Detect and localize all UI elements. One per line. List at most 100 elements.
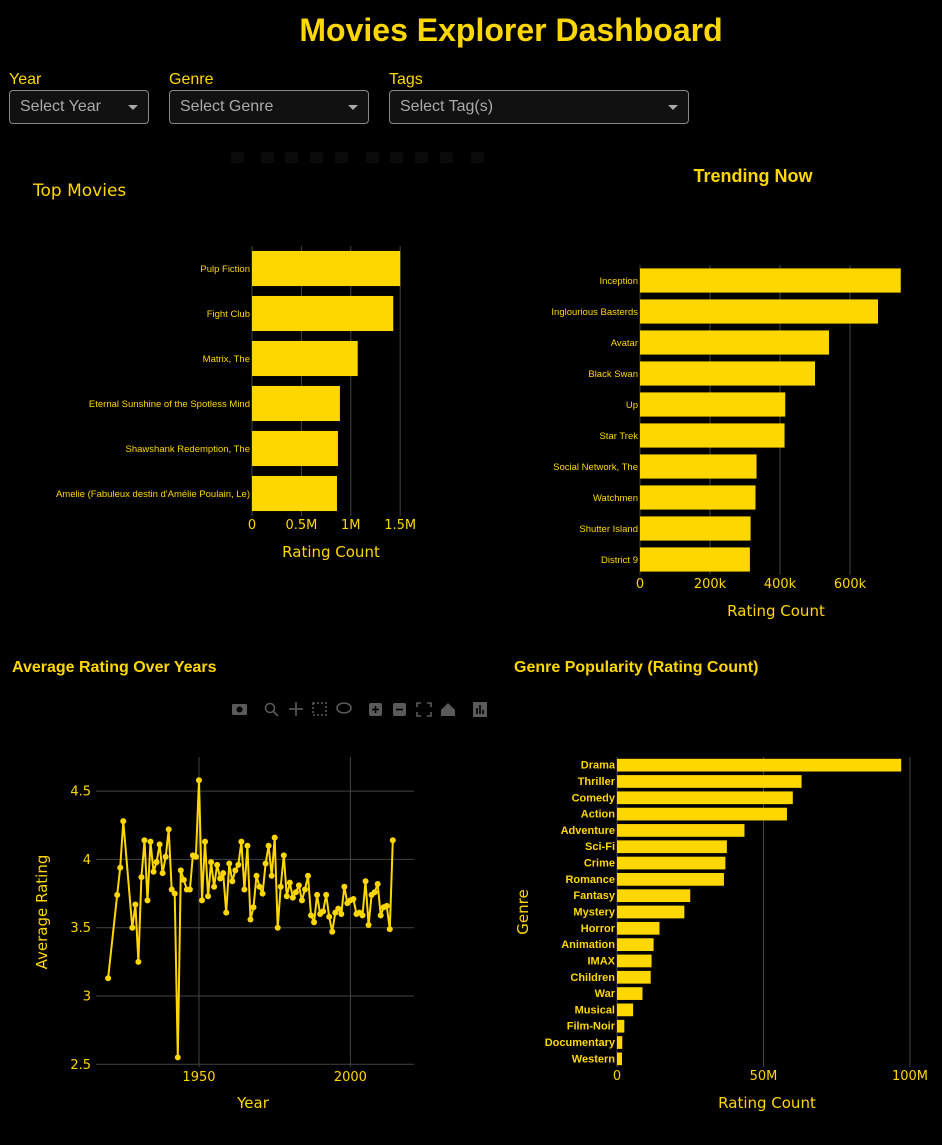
data-point [283,893,290,900]
category-label: Up [626,400,638,411]
data-point [338,911,345,918]
pan-icon[interactable] [289,702,303,716]
zoom-in-icon[interactable] [369,703,382,716]
bar [617,873,724,886]
data-point [247,916,254,923]
data-point [259,890,266,897]
bar [617,1019,625,1033]
zoom-icon[interactable] [261,152,274,163]
top-movies-title: Top Movies [32,181,126,201]
top-movies-grid [251,246,401,516]
pan-icon[interactable] [285,152,298,163]
data-point [244,842,251,849]
x-tick-label: 0 [248,518,256,533]
data-point [202,838,209,845]
category-label: Inception [599,276,638,287]
genre-dropdown[interactable]: Select Genre [169,90,369,124]
category-label: Shutter Island [579,524,638,535]
camera-icon[interactable] [231,152,244,163]
zoom-out-icon[interactable] [393,703,406,716]
trending-now-xlabel: Rating Count [727,602,825,620]
data-point [180,876,187,883]
category-label: Star Trek [599,431,638,442]
trending-now-bars [640,268,901,572]
data-point [177,867,184,874]
bar [640,485,756,510]
category-label: Pulp Fiction [200,264,250,275]
bar [617,970,651,984]
data-point [174,1054,181,1061]
category-label: Western [572,1053,615,1065]
data-point [214,861,221,868]
data-point [289,894,296,901]
bar [617,758,902,772]
avg-rating-tick-labels: 2.5 3 3.5 4 4.5 1950 2000 [70,785,367,1085]
zoom-in-icon[interactable] [366,152,379,163]
zoom-icon[interactable] [264,702,279,717]
plotly-logo-icon[interactable] [473,702,487,717]
data-point [171,890,178,897]
category-label: Black Swan [588,369,638,380]
year-dropdown-placeholder: Select Year [20,98,101,115]
category-label: Adventure [561,825,615,837]
tags-dropdown[interactable]: Select Tag(s) [389,90,689,124]
data-point [211,883,218,890]
genre-popularity-ylabel: Genre [514,889,532,934]
data-point [298,897,305,904]
data-point [132,901,139,908]
data-point [377,912,384,919]
lasso-icon[interactable] [336,702,352,714]
box-select-icon[interactable] [310,152,323,163]
zoom-out-icon[interactable] [390,152,403,163]
avg-rating-points [105,777,396,1061]
bar [640,392,786,417]
data-point [147,838,154,845]
category-label: War [595,988,616,1000]
bar [640,299,878,324]
genre-filter-label: Genre [169,71,214,88]
x-tick-label: 200k [694,577,727,592]
tags-filter-label: Tags [389,71,423,88]
bar [617,1036,623,1049]
data-point [286,879,293,886]
home-icon[interactable] [441,703,455,716]
data-point [226,860,233,867]
category-label: Eternal Sunshine of the Spotless Mind [89,399,250,410]
bar [252,475,337,512]
x-tick-label: 600k [834,577,867,592]
category-label: Matrix, The [203,354,250,365]
bar [640,361,815,386]
data-point [114,891,121,898]
bar [252,295,394,332]
bar [617,775,802,788]
autoscale-icon[interactable] [415,152,428,163]
home-icon[interactable] [440,152,453,163]
y-tick-label: 3 [83,989,91,1004]
data-point [262,860,269,867]
bar [617,840,727,854]
x-tick-label: 0 [613,1069,621,1084]
data-point [314,891,321,898]
chevron-down-icon [348,105,358,110]
data-point [192,853,199,860]
autoscale-icon[interactable] [416,702,432,717]
bar [617,824,745,837]
box-select-icon[interactable] [312,702,327,716]
lasso-icon[interactable] [335,152,348,163]
camera-icon[interactable] [232,704,247,715]
category-label: Social Network, The [553,462,638,473]
data-point [295,882,302,889]
year-dropdown[interactable]: Select Year [9,90,149,124]
top-movies-tick-labels: 0 0.5M 1M 1.5M [248,518,416,533]
bar [640,423,785,448]
data-point [265,842,272,849]
data-point [250,904,257,911]
data-point [362,878,369,885]
category-label: Crime [584,858,615,870]
bar [640,330,829,355]
data-point [159,870,166,877]
plotly-logo-icon[interactable] [471,152,484,163]
data-point [199,897,205,904]
data-point [341,883,348,890]
bar [640,547,750,572]
